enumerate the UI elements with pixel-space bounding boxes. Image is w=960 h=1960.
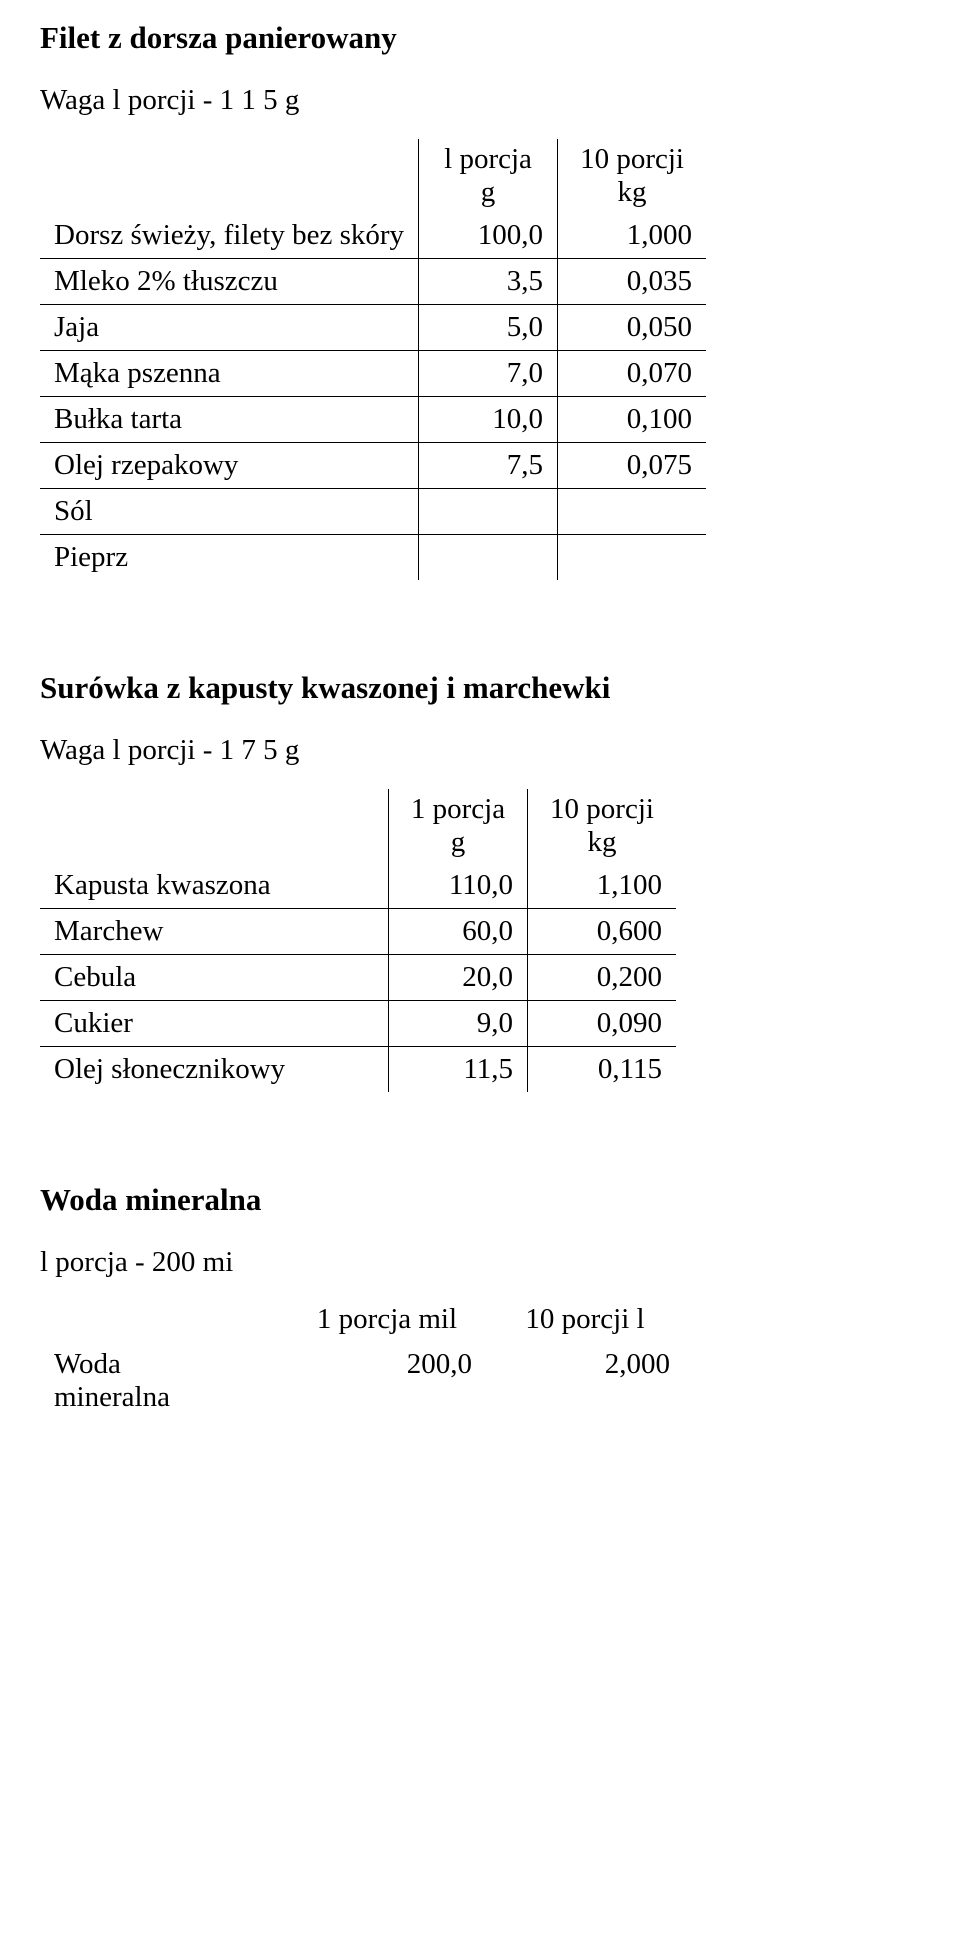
ingredient-val2 <box>558 535 707 581</box>
ingredient-name: Sól <box>40 489 419 535</box>
ingredient-val2: 1,100 <box>528 863 677 909</box>
ingredient-val1: 10,0 <box>419 397 558 443</box>
ingredient-name: Pieprz <box>40 535 419 581</box>
header-line1: 10 porcji <box>580 143 684 175</box>
table-header-portions10: 10 porcji kg <box>528 789 677 863</box>
water-name-cell: Woda mineralna <box>40 1342 288 1420</box>
table-row: Cukier9,00,090 <box>40 1001 676 1047</box>
ingredient-val2: 0,100 <box>558 397 707 443</box>
header-line2: g <box>451 826 466 858</box>
ingredient-val1: 110,0 <box>389 863 528 909</box>
ingredients-table: 1 porcja g 10 porcji kg Kapusta kwaszona… <box>40 789 676 1092</box>
ingredient-name: Olej słonecznikowy <box>40 1047 389 1093</box>
table-row: Olej słonecznikowy11,50,115 <box>40 1047 676 1093</box>
ingredient-val2: 0,075 <box>558 443 707 489</box>
ingredient-name: Cebula <box>40 955 389 1001</box>
ingredient-name: Kapusta kwaszona <box>40 863 389 909</box>
table-header-row: 1 porcja mil 10 porcji l <box>40 1297 684 1342</box>
ingredient-val1: 5,0 <box>419 305 558 351</box>
ingredient-name: Bułka tarta <box>40 397 419 443</box>
water-header-col1: 1 porcja mil <box>288 1297 486 1342</box>
table-row: Mleko 2% tłuszczu3,50,035 <box>40 259 706 305</box>
water-portion: l porcja - 200 mi <box>40 1246 920 1279</box>
table-header-portions10: 10 porcji kg <box>558 139 707 213</box>
table-row: Woda mineralna 200,0 2,000 <box>40 1342 684 1420</box>
portion-weight: Waga l porcji - 1 7 5 g <box>40 734 920 767</box>
ingredient-name: Marchew <box>40 909 389 955</box>
water-name-line2: mineralna <box>54 1381 170 1413</box>
table-row: Pieprz <box>40 535 706 581</box>
table-row: Sól <box>40 489 706 535</box>
ingredient-val1: 3,5 <box>419 259 558 305</box>
header-line1: 1 porcja <box>411 793 505 825</box>
ingredient-name: Dorsz świeży, filety bez skóry <box>40 213 419 259</box>
ingredient-val2: 0,115 <box>528 1047 677 1093</box>
ingredient-val2: 0,090 <box>528 1001 677 1047</box>
table-row: Marchew60,00,600 <box>40 909 676 955</box>
water-name-line1: Woda <box>54 1348 121 1380</box>
table-header-portion: l porcja g <box>419 139 558 213</box>
ingredient-val2: 1,000 <box>558 213 707 259</box>
recipe-filet-dorsza: Filet z dorsza panierowany Waga l porcji… <box>40 20 920 580</box>
ingredient-val1: 7,0 <box>419 351 558 397</box>
table-row: Mąka pszenna7,00,070 <box>40 351 706 397</box>
ingredient-val2 <box>558 489 707 535</box>
ingredient-name: Mleko 2% tłuszczu <box>40 259 419 305</box>
ingredient-name: Jaja <box>40 305 419 351</box>
header-line1: l porcja <box>444 143 532 175</box>
ingredient-val2: 0,200 <box>528 955 677 1001</box>
table-row: Olej rzepakowy7,50,075 <box>40 443 706 489</box>
table-header-row: l porcja g 10 porcji kg <box>40 139 706 213</box>
header-line2: kg <box>618 176 647 208</box>
ingredient-val1: 20,0 <box>389 955 528 1001</box>
ingredient-name: Olej rzepakowy <box>40 443 419 489</box>
water-val1: 200,0 <box>288 1342 486 1420</box>
table-header-row: 1 porcja g 10 porcji kg <box>40 789 676 863</box>
ingredient-val2: 0,600 <box>528 909 677 955</box>
table-row: Jaja5,00,050 <box>40 305 706 351</box>
recipe-surowka: Surówka z kapusty kwaszonej i marchewki … <box>40 670 920 1092</box>
ingredient-val2: 0,050 <box>558 305 707 351</box>
ingredient-val1: 60,0 <box>389 909 528 955</box>
ingredient-name: Mąka pszenna <box>40 351 419 397</box>
header-line1: 10 porcji <box>550 793 654 825</box>
ingredient-val2: 0,070 <box>558 351 707 397</box>
portion-weight: Waga l porcji - 1 1 5 g <box>40 84 920 117</box>
ingredients-table: l porcja g 10 porcji kg Dorsz świeży, fi… <box>40 139 706 580</box>
recipe-title: Filet z dorsza panierowany <box>40 20 920 56</box>
ingredient-val1: 11,5 <box>389 1047 528 1093</box>
table-row: Dorsz świeży, filety bez skóry100,01,000 <box>40 213 706 259</box>
header-line2: kg <box>588 826 617 858</box>
recipe-title: Surówka z kapusty kwaszonej i marchewki <box>40 670 920 706</box>
water-val2: 2,000 <box>486 1342 684 1420</box>
ingredient-val1 <box>419 535 558 581</box>
ingredient-val1: 9,0 <box>389 1001 528 1047</box>
table-row: Cebula20,00,200 <box>40 955 676 1001</box>
ingredient-val1: 7,5 <box>419 443 558 489</box>
water-section: Woda mineralna l porcja - 200 mi 1 porcj… <box>40 1182 920 1420</box>
ingredient-val2: 0,035 <box>558 259 707 305</box>
ingredient-val1: 100,0 <box>419 213 558 259</box>
header-line2: g <box>481 176 496 208</box>
ingredient-val1 <box>419 489 558 535</box>
water-table: 1 porcja mil 10 porcji l Woda mineralna … <box>40 1297 684 1420</box>
water-header-col2: 10 porcji l <box>486 1297 684 1342</box>
table-row: Kapusta kwaszona110,01,100 <box>40 863 676 909</box>
table-header-portion: 1 porcja g <box>389 789 528 863</box>
table-row: Bułka tarta10,00,100 <box>40 397 706 443</box>
water-title: Woda mineralna <box>40 1182 920 1218</box>
ingredient-name: Cukier <box>40 1001 389 1047</box>
